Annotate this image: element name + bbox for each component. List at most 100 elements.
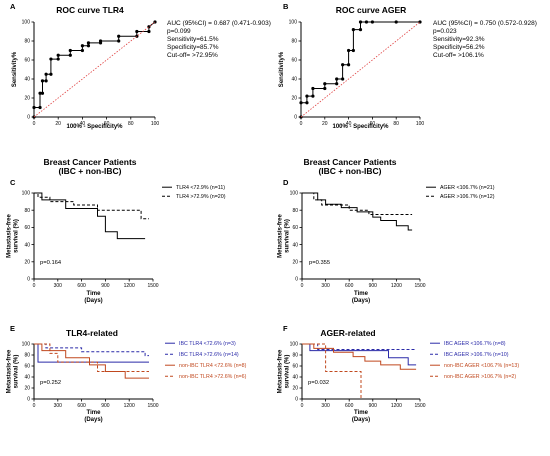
panel-e: E TLR4-related 0 300 600 900 1200 1500 0 20 40 60 80… — [7, 324, 247, 423]
x-tick-label: 900 — [101, 283, 110, 289]
y-tick-label: 80 — [24, 208, 30, 214]
legend-entry: non-IBC AGER <106.7% (n=13) — [444, 363, 519, 369]
legend-entry: non-IBC TLR4 >72.6% (n=6) — [179, 374, 247, 380]
x-tick-label: 300 — [321, 403, 330, 409]
x-tick-label: 1200 — [391, 283, 402, 289]
x-axis-label: Time — [354, 291, 369, 297]
y-tick-label: 20 — [24, 96, 30, 102]
legend-entry: non-IBC TLR4 <72.6% (n=8) — [179, 363, 247, 369]
x-tick-label: 1500 — [147, 403, 158, 409]
x-tick-label: 1500 — [414, 283, 425, 289]
data-point — [299, 101, 303, 105]
x-tick-label: 60 — [370, 121, 376, 127]
x-tick-label: 600 — [77, 283, 86, 289]
y-tick-label: 60 — [292, 225, 298, 231]
chart-title: ROC curve TLR4 — [56, 5, 124, 15]
x-tick-label: 0 — [33, 403, 36, 409]
y-tick-label: 100 — [22, 342, 31, 348]
data-point — [341, 77, 345, 81]
x-tick-label: 300 — [321, 283, 330, 289]
y-axis-label: Metastasis-free — [278, 213, 284, 257]
legend-entry: TLR4 <72.9% (n=11) — [176, 185, 225, 191]
chart-title: Breast Cancer Patients — [43, 157, 136, 167]
data-point — [68, 48, 72, 53]
data-point — [38, 91, 42, 95]
data-point — [44, 79, 48, 83]
legend-entry: AGER >106.7% (n=12) — [440, 194, 495, 200]
data-point — [364, 20, 369, 24]
x-tick-label: 60 — [104, 121, 110, 127]
chart-title: (IBC + non-IBC) — [58, 166, 121, 176]
y-tick-label: 20 — [24, 260, 30, 266]
stats-line: Sensitivity=92.3% — [433, 36, 485, 43]
data-point — [358, 28, 363, 32]
y-tick-label: 60 — [291, 58, 297, 64]
y-tick-label: 0 — [27, 397, 30, 403]
panel-label: E — [10, 324, 15, 333]
chart-title: TLR4-related — [66, 328, 118, 338]
data-point — [56, 57, 60, 61]
chart-title: (IBC + non-IBC) — [318, 166, 381, 176]
data-point — [40, 79, 45, 83]
data-point — [147, 29, 151, 34]
x-tick-label: 1200 — [391, 403, 402, 409]
chart-title: ROC curve AGER — [336, 5, 407, 15]
x-tick-label: 0 — [301, 403, 304, 409]
panel-d: D Breast Cancer Patients(IBC + non-IBC) 0 3… — [278, 157, 495, 304]
x-axis-label: (Days) — [84, 298, 102, 304]
survival-curve — [34, 192, 149, 220]
stats-line: AUC (95%CI) = 0.750 (0.572-0.928) — [433, 20, 537, 27]
panel-label: C — [10, 178, 16, 187]
data-point — [335, 82, 339, 86]
survival-curve — [302, 192, 413, 215]
x-tick-label: 300 — [54, 403, 63, 409]
y-tick-label: 80 — [292, 208, 298, 214]
data-point — [44, 72, 48, 76]
panel-label: A — [10, 2, 16, 11]
legend-entry: TLR4 >72.9% (n=20) — [176, 194, 226, 200]
p-value-annotation: p=0.164 — [40, 260, 62, 266]
x-tick-label: 1500 — [414, 403, 425, 409]
data-point — [347, 63, 351, 67]
panel-label: B — [283, 2, 289, 11]
y-tick-label: 20 — [291, 96, 297, 102]
x-tick-label: 80 — [393, 121, 399, 127]
data-point — [351, 28, 355, 32]
stats-line: Cut-off= >72.95% — [167, 52, 218, 59]
y-tick-label: 80 — [24, 39, 30, 45]
legend-entry: non-IBC AGER >106.7% (n=2) — [444, 374, 516, 380]
panel-f: F AGER-related 0 300 600 900 1200 1500 0 20 40 60 80… — [278, 324, 520, 423]
panel-label: D — [283, 178, 289, 187]
x-tick-label: 40 — [346, 121, 352, 127]
x-tick-label: 300 — [54, 283, 63, 289]
x-tick-label: 80 — [128, 121, 134, 127]
y-tick-label: 100 — [290, 191, 299, 197]
x-axis-label: (Days) — [352, 298, 370, 304]
data-point — [49, 57, 53, 61]
data-point — [80, 44, 84, 48]
survival-curve — [302, 192, 413, 231]
x-axis-label: Time — [87, 410, 102, 416]
y-tick-label: 40 — [292, 375, 298, 381]
x-tick-label: 1200 — [124, 283, 135, 289]
data-point — [40, 91, 45, 95]
survival-curve — [302, 343, 362, 399]
data-point — [86, 41, 91, 45]
data-point — [32, 105, 36, 110]
roc-curve — [300, 21, 420, 117]
x-tick-label: 900 — [101, 403, 110, 409]
x-tick-label: 1500 — [147, 283, 158, 289]
legend-entry: IBC TLR4 >72.6% (n=14) — [179, 352, 239, 358]
chart-title: Breast Cancer Patients — [303, 157, 396, 167]
x-tick-label: 20 — [55, 121, 61, 127]
data-point — [335, 77, 339, 81]
panel-a: A ROC curve TLR4 0 20 40 60 80 100 0 20 40 60 80 100 1… — [10, 2, 271, 130]
y-axis-label: Metastasis-free — [7, 349, 13, 393]
data-point — [358, 20, 363, 24]
y-tick-label: 0 — [27, 115, 30, 121]
x-tick-label: 600 — [345, 283, 354, 289]
data-point — [305, 94, 309, 98]
x-tick-label: 1200 — [124, 403, 135, 409]
data-point — [323, 82, 327, 86]
